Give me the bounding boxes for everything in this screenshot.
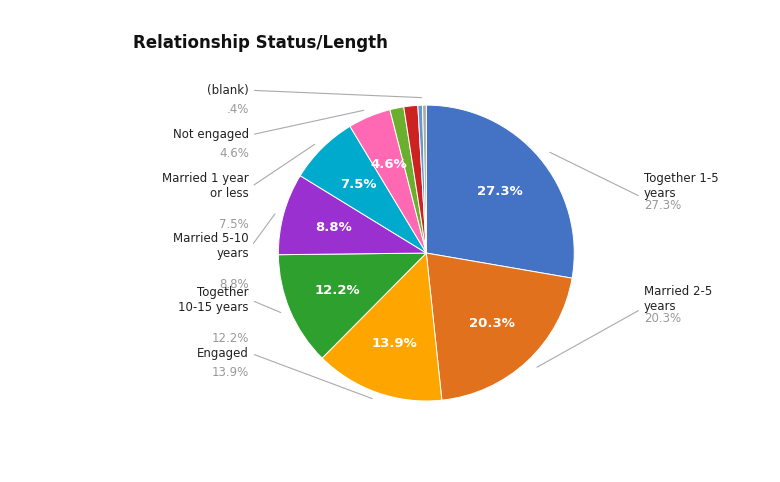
Wedge shape [427, 105, 574, 278]
Wedge shape [278, 176, 427, 254]
Text: Married 1 year
or less: Married 1 year or less [162, 173, 249, 201]
Text: Not engaged: Not engaged [172, 128, 249, 141]
Text: 27.3%: 27.3% [644, 199, 681, 212]
Text: .4%: .4% [226, 103, 249, 116]
Wedge shape [322, 253, 441, 401]
Text: Together 1-5
years: Together 1-5 years [644, 173, 718, 201]
Text: 4.6%: 4.6% [371, 158, 408, 171]
Text: 12.2%: 12.2% [211, 333, 249, 345]
Text: Married 5-10
years: Married 5-10 years [173, 232, 249, 260]
Wedge shape [278, 253, 427, 358]
Wedge shape [404, 106, 427, 253]
Text: 8.8%: 8.8% [219, 278, 249, 291]
Text: 20.3%: 20.3% [644, 312, 681, 325]
Text: 20.3%: 20.3% [469, 317, 515, 330]
Text: 13.9%: 13.9% [371, 337, 417, 350]
Wedge shape [418, 105, 427, 253]
Text: (blank): (blank) [207, 84, 249, 97]
Text: Relationship Status/Length: Relationship Status/Length [133, 34, 388, 52]
Wedge shape [390, 107, 427, 253]
Text: 27.3%: 27.3% [477, 185, 523, 198]
Text: 8.8%: 8.8% [315, 221, 352, 234]
Text: 7.5%: 7.5% [219, 218, 249, 231]
Text: 12.2%: 12.2% [315, 284, 360, 297]
Text: 7.5%: 7.5% [340, 178, 377, 191]
Wedge shape [427, 253, 572, 400]
Text: 13.9%: 13.9% [211, 366, 249, 379]
Wedge shape [423, 105, 427, 253]
Wedge shape [300, 126, 427, 253]
Text: Married 2-5
years: Married 2-5 years [644, 285, 712, 313]
Text: Together
10-15 years: Together 10-15 years [179, 286, 249, 314]
Wedge shape [350, 110, 427, 253]
Text: Engaged: Engaged [197, 347, 249, 360]
Text: 4.6%: 4.6% [219, 147, 249, 161]
